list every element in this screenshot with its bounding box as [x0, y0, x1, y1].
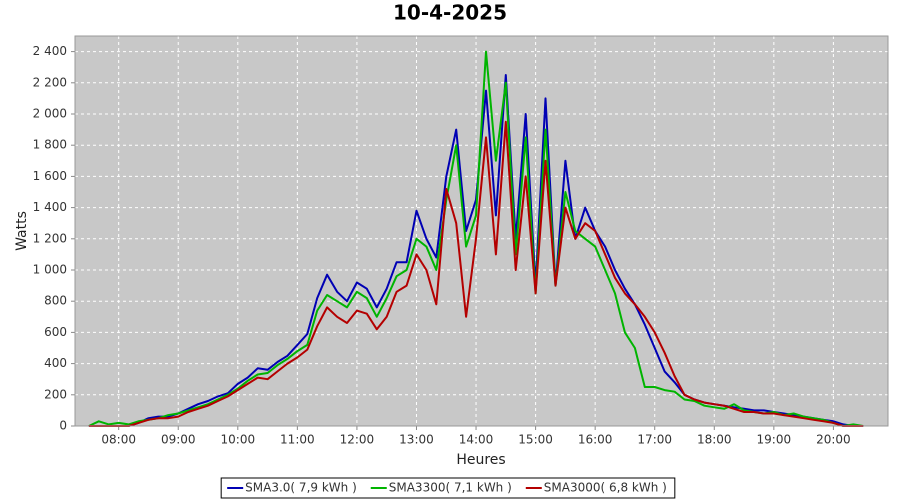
x-tick-label: 19:00 [757, 433, 792, 447]
x-tick-label: 16:00 [578, 433, 613, 447]
y-tick-label: 1 000 [33, 263, 67, 277]
plot-border [74, 35, 889, 427]
x-tick-label: 20:00 [816, 433, 851, 447]
x-tick-label: 18:00 [697, 433, 732, 447]
legend-label: SMA3300( 7,1 kWh ) [389, 481, 512, 495]
x-tick-label: 13:00 [399, 433, 434, 447]
x-tick-label: 10:00 [221, 433, 256, 447]
y-tick-label: 1 800 [33, 138, 67, 152]
series-line [88, 120, 864, 427]
x-tick-label: 17:00 [637, 433, 672, 447]
y-tick-label: 1 400 [33, 200, 67, 214]
x-tick-label: 15:00 [518, 433, 553, 447]
x-tick-label: 09:00 [161, 433, 196, 447]
y-tick-label: 800 [44, 294, 67, 308]
chart-title: 10-4-2025 [393, 1, 507, 25]
y-tick-label: 2 200 [33, 75, 67, 89]
series-line [88, 50, 864, 427]
y-tick-label: 400 [44, 356, 67, 370]
legend-label: SMA3.0( 7,9 kWh ) [245, 481, 357, 495]
y-tick-label: 2 000 [33, 107, 67, 121]
x-tick-label: 12:00 [340, 433, 375, 447]
x-tick-label: 14:00 [459, 433, 494, 447]
legend: SMA3.0( 7,9 kWh ) SMA3300( 7,1 kWh ) SMA30… [220, 477, 676, 499]
y-tick-label: 0 [59, 419, 67, 433]
legend-label: SMA3000( 6,8 kWh ) [544, 481, 667, 495]
x-tick-label: 08:00 [101, 433, 136, 447]
y-tick-label: 1 600 [33, 169, 67, 183]
y-tick-label: 200 [44, 387, 67, 401]
plot-area [75, 36, 888, 426]
y-tick-label: 2 400 [33, 44, 67, 58]
x-axis-label: Heures [456, 452, 505, 468]
y-tick-label: 600 [44, 325, 67, 339]
x-tick-label: 11:00 [280, 433, 315, 447]
y-axis-label: Watts [14, 211, 30, 251]
y-tick-label: 1 200 [33, 231, 67, 245]
legend-box [220, 477, 676, 499]
